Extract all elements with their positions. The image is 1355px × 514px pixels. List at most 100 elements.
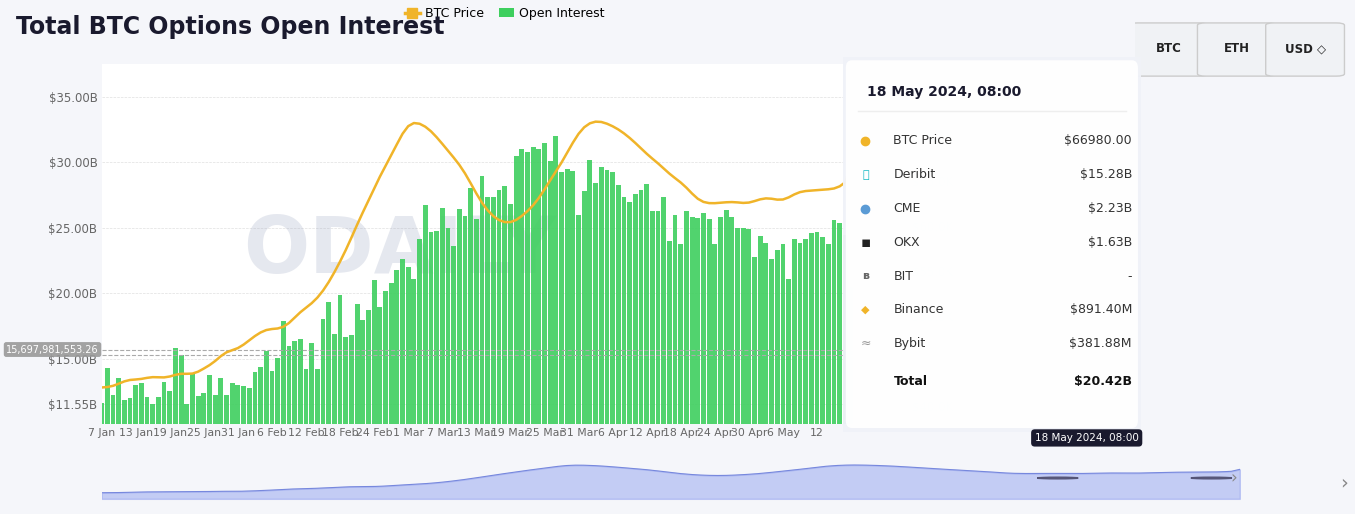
Bar [707,219,711,514]
Bar [814,232,820,514]
Bar [684,211,688,514]
Bar [400,260,405,514]
Text: Bybit: Bybit [893,337,925,350]
Bar [280,321,286,514]
Bar [519,149,524,514]
Bar [360,320,366,514]
Bar [736,228,740,514]
Bar [213,395,218,514]
Bar [570,171,576,514]
Text: $66980.00: $66980.00 [1064,135,1131,148]
Text: OKX: OKX [893,236,920,249]
Bar [423,205,428,514]
Circle shape [1037,477,1079,479]
Bar [747,229,751,514]
Text: $2.23B: $2.23B [1088,202,1131,215]
Text: BIT: BIT [893,269,913,283]
Bar [343,337,348,514]
FancyBboxPatch shape [846,60,1138,428]
Text: BTC Price: BTC Price [893,135,953,148]
Legend: BTC Price, Open Interest: BTC Price, Open Interest [400,2,610,25]
Text: ODAILY: ODAILY [243,213,557,289]
Bar [524,152,530,514]
Bar [581,191,587,514]
Bar [314,370,320,514]
Bar [383,291,388,514]
Bar [661,197,667,514]
Bar [713,244,717,514]
Text: CME: CME [893,202,921,215]
Bar [695,217,701,514]
Text: Total: Total [893,375,927,388]
Text: $20.42B: $20.42B [1075,375,1131,388]
Bar [218,378,224,514]
Bar [428,232,434,514]
Bar [576,214,581,514]
Bar [780,245,786,514]
Text: 18 May 2024, 08:00: 18 May 2024, 08:00 [1035,433,1138,443]
Bar [446,228,450,514]
Bar [617,185,621,514]
Bar [179,355,183,514]
Text: $1.63B: $1.63B [1088,236,1131,249]
Bar [514,156,519,514]
Bar [412,279,416,514]
Text: 18 May 2024, 08:00: 18 May 2024, 08:00 [867,85,1020,99]
Bar [627,202,631,514]
Bar [809,233,814,514]
Bar [104,368,110,514]
Text: BTC: BTC [1156,43,1182,56]
Bar [775,250,779,514]
Bar [843,235,848,514]
Bar [389,283,393,514]
Bar [690,217,695,514]
Bar [355,304,359,514]
Text: ›: › [1230,469,1237,487]
Bar [145,397,149,514]
Bar [309,343,314,514]
Bar [633,194,638,514]
Bar [469,188,473,514]
Bar [270,371,274,514]
Bar [241,386,247,514]
Bar [127,398,133,514]
Bar [638,190,644,514]
Bar [434,231,439,514]
Circle shape [1191,477,1232,479]
Text: $381.88M: $381.88M [1069,337,1131,350]
Bar [599,167,604,514]
Bar [547,161,553,514]
Bar [462,215,467,514]
Bar [247,388,252,514]
Bar [327,303,331,514]
Bar [195,396,201,514]
Text: USD ◇: USD ◇ [1285,43,1325,56]
Bar [264,351,268,514]
Bar [161,382,167,514]
Bar [763,244,768,514]
Text: 15,697,981,553.26: 15,697,981,553.26 [7,344,99,355]
Bar [378,307,382,514]
Bar [350,335,354,514]
Bar [553,136,558,514]
Text: ʙ: ʙ [862,271,869,281]
Text: ₿: ₿ [862,170,869,180]
Bar [593,183,598,514]
Text: ETH: ETH [1224,43,1249,56]
Bar [286,346,291,514]
Bar [622,197,626,514]
Bar [770,259,774,514]
Bar [848,287,854,514]
Bar [173,348,178,514]
Bar [656,211,660,514]
Bar [679,244,683,514]
Text: ›: › [1340,474,1348,492]
Bar [757,236,763,514]
Bar [827,244,831,514]
Bar [729,217,734,514]
Bar [168,392,172,514]
Bar [560,172,564,514]
Bar [190,374,195,514]
Bar [111,395,115,514]
Bar [440,208,444,514]
